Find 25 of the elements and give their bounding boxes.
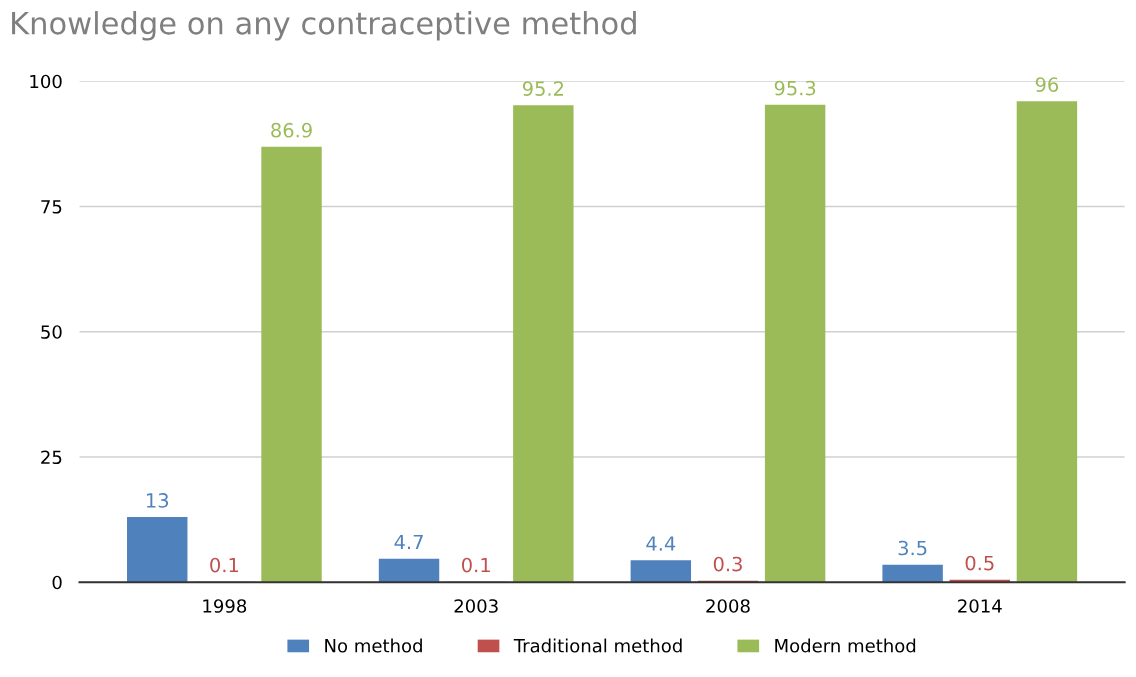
x-tick-label: 2014 [958,599,1002,613]
legend-label: Traditional method [513,638,682,653]
y-tick-label: 0 [52,575,62,590]
y-tick-label: 100 [30,74,62,89]
x-tick-label: 2008 [706,599,750,613]
chart-title: Knowledge on any contraceptive method [12,11,636,41]
legend-label: No method [325,638,422,653]
data-label: 0.1 [210,557,239,573]
data-label: 96 [1035,77,1059,92]
data-label: 0.1 [462,557,490,573]
data-label: 95.3 [774,80,816,96]
data-label: 86.9 [271,122,312,138]
data-label: 0.3 [713,556,742,572]
data-label: 4.7 [394,534,423,550]
data-label: 3.5 [898,540,927,556]
y-tick-label: 25 [41,450,62,465]
y-tick-label: 75 [41,200,62,214]
legend-label: Modern method [775,638,916,653]
data-label: 0.5 [965,555,994,571]
x-tick-label: 1998 [203,599,247,613]
x-tick-label: 2003 [454,599,498,613]
y-tick-label: 50 [41,325,62,339]
data-label: 95.2 [522,81,564,96]
data-label: 4.4 [646,536,676,551]
data-label: 13 [147,493,169,508]
